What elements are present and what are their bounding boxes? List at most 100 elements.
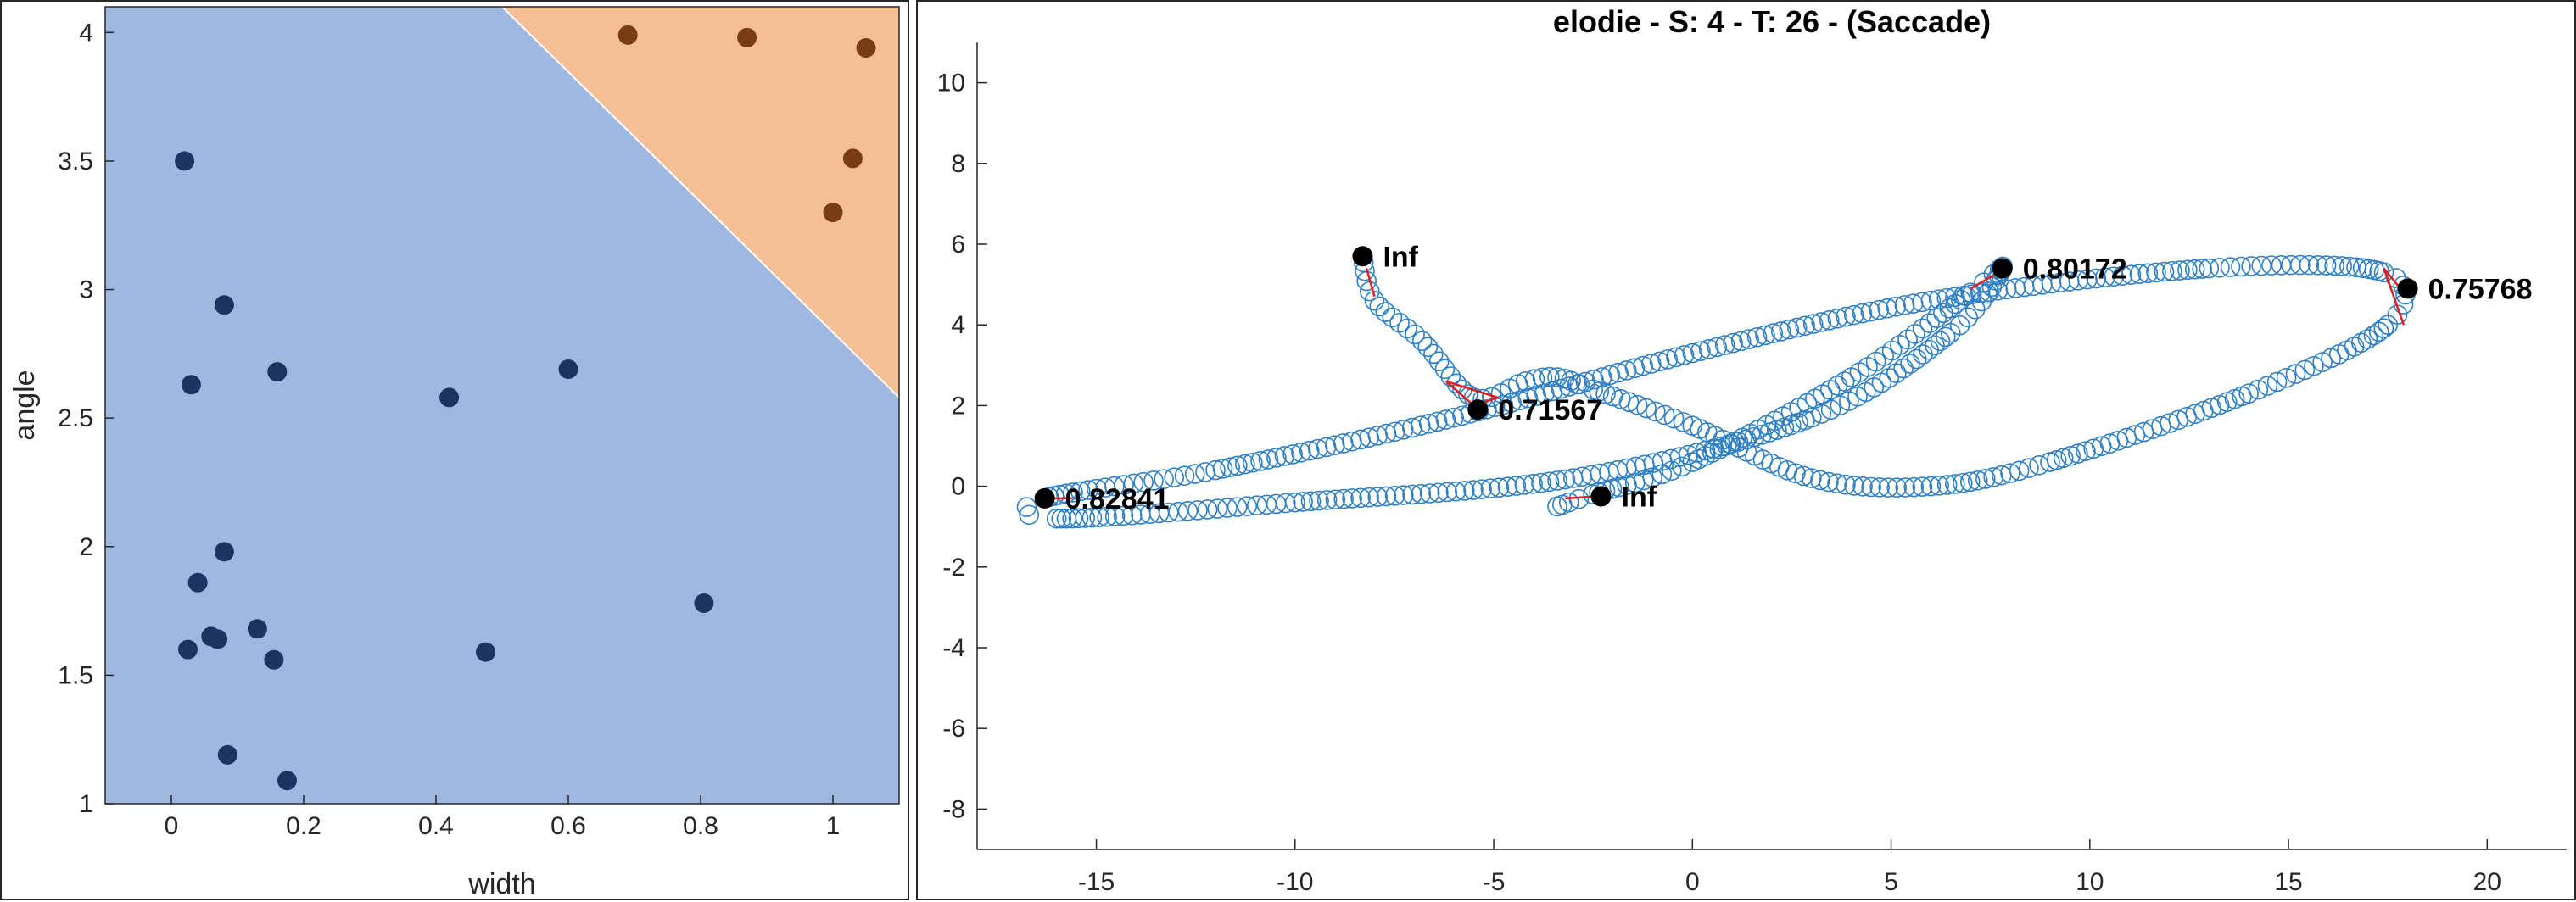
trajectory-sample: [1547, 470, 1567, 491]
trajectory-sample: [1489, 477, 1510, 498]
trajectory: [1016, 246, 2416, 529]
class1-point: [264, 649, 284, 670]
trajectory-sample: [1445, 481, 1467, 502]
trajectory-sample: [1274, 446, 1295, 466]
plot-area-box: [104, 6, 900, 805]
trajectory-sample: [1051, 508, 1072, 529]
trajectory-sample: [1886, 363, 1907, 383]
trajectory-sample: [1666, 347, 1686, 368]
key-point-label: Inf: [1622, 482, 1657, 514]
trajectory-sample: [1333, 488, 1355, 509]
trajectory-sample: [1250, 451, 1271, 471]
class2-point: [823, 203, 843, 223]
class2-point: [842, 148, 863, 169]
trajectory-sample: [1827, 473, 1847, 494]
x-tick-label: -5: [1483, 868, 1506, 896]
trajectory-sample: [1547, 496, 1567, 517]
trajectory-sample: [1187, 500, 1208, 521]
tick-group: 0 0.2 0.4 0.6 0.8 1 1 1.5 2 2.5 3 3.5 4: [58, 19, 840, 840]
trajectory-sample: [1945, 474, 1965, 494]
y-tick-label: -4: [942, 634, 965, 662]
trajectory-sample: [2154, 261, 2175, 282]
y-tick-label: -6: [942, 715, 965, 743]
trajectory-sample: [1434, 359, 1456, 380]
y-tick-label: 2.5: [58, 404, 93, 432]
y-tick-label: 1.5: [58, 661, 93, 689]
trajectory-sample: [1234, 454, 1255, 475]
trajectory-sample: [2121, 264, 2142, 285]
trajectory-sample: [1217, 498, 1238, 518]
trajectory-sample: [1852, 303, 1873, 324]
trajectory-sample: [1376, 486, 1397, 507]
trajectory-sample: [1974, 272, 1994, 292]
trajectory-sample: [1707, 337, 1727, 358]
curvature-segment: [1365, 268, 1376, 298]
y-tick-label: 8: [951, 150, 965, 178]
trajectory-sample: [1417, 337, 1439, 358]
class2-point: [856, 38, 876, 58]
trajectory-sample: [1861, 476, 1881, 498]
trajectory-sample: [1912, 476, 1933, 498]
trajectory-sample: [1682, 452, 1703, 472]
trajectory-sample: [1428, 351, 1450, 372]
trajectory-sample: [1524, 369, 1545, 389]
trajectory-sample: [2357, 329, 2378, 349]
trajectory-sample: [1895, 477, 1916, 498]
trajectory-sample: [1282, 444, 1303, 465]
trajectory-sample: [2184, 259, 2205, 280]
class1-point: [187, 572, 208, 593]
x-tick-label: 0.8: [683, 812, 718, 840]
trajectory-sample: [1844, 476, 1864, 496]
y-tick-label: 10: [937, 70, 965, 97]
y-tick-label: 4: [951, 311, 965, 339]
trajectory-sample: [1953, 472, 1973, 493]
trajectory-sample: [1418, 414, 1439, 434]
x-tick-label: 0: [165, 812, 179, 840]
trajectory-sample: [2358, 259, 2379, 280]
trajectory-sample: [1526, 386, 1546, 406]
trajectory-sample: [1397, 318, 1417, 339]
trajectory-sample: [1463, 480, 1484, 500]
trajectory-sample: [1903, 476, 1925, 498]
trajectory-sample: [1220, 457, 1240, 477]
trajectory-sample: [1227, 455, 1248, 476]
trajectory-sample: [1869, 477, 1890, 498]
trajectory-sample: [1227, 497, 1248, 517]
trajectory-sample: [1517, 387, 1539, 409]
trajectory-sample: [1113, 505, 1134, 526]
decision-region-chart: 0 0.2 0.4 0.6 0.8 1 1 1.5 2 2.5 3 3.5 4 width angle: [8, 6, 900, 900]
trajectory-sample: [1802, 314, 1824, 334]
trajectory-sample: [1523, 474, 1543, 494]
trajectory-sample: [1207, 498, 1228, 519]
trajectory-sample: [2285, 364, 2306, 384]
trajectory-sample: [1830, 395, 1851, 416]
trajectory-sample: [1752, 425, 1772, 445]
trajectory-sample: [1243, 452, 1263, 473]
trajectory-sample: [1095, 477, 1115, 498]
trajectory-sample: [2332, 256, 2353, 276]
trajectory-sample: [1104, 506, 1126, 526]
class1-point: [214, 295, 234, 315]
trajectory-sample: [1411, 483, 1432, 504]
x-axis-label: width: [467, 868, 535, 900]
trajectory-sample: [1913, 344, 1933, 365]
trajectory-sample: [2046, 449, 2067, 470]
trajectory-sample: [1903, 293, 1924, 314]
trajectory-sample: [1651, 464, 1673, 485]
trajectory-sample: [2312, 352, 2333, 372]
class1-point: [476, 642, 495, 662]
x-tick-label: -10: [1277, 868, 1313, 896]
trajectory-sample: [1843, 304, 1864, 326]
trajectory-sample: [1205, 459, 1226, 481]
trajectory-sample: [1819, 471, 1839, 493]
trajectory-sample: [1506, 476, 1527, 496]
trajectory-sample: [1878, 477, 1899, 498]
trajectory-sample: [2146, 262, 2166, 283]
trajectory-sample: [1624, 472, 1646, 493]
trajectory-sample: [1389, 312, 1410, 333]
trajectory-sample: [1382, 307, 1403, 328]
trajectory-sample: [1515, 371, 1536, 392]
trajectory-sample: [2192, 259, 2212, 279]
trajectory-sample: [1939, 298, 1960, 319]
trajectory-sample: [1975, 469, 1996, 489]
